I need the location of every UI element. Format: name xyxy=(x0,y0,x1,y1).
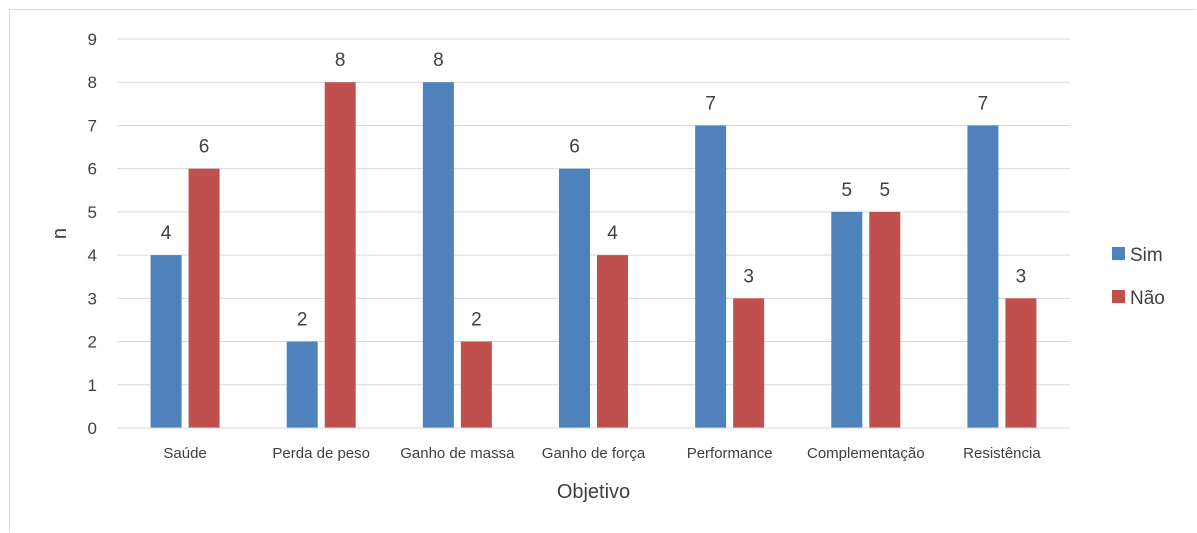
legend: Sim Não xyxy=(1112,245,1165,309)
bar xyxy=(967,125,999,428)
legend-swatch xyxy=(1112,247,1125,260)
y-tick-label: 5 xyxy=(88,203,97,222)
bar xyxy=(422,82,454,428)
legend-label: Não xyxy=(1130,288,1165,309)
bar xyxy=(559,168,590,428)
y-tick-label: 8 xyxy=(88,73,97,92)
legend-swatch xyxy=(1112,290,1125,303)
bar xyxy=(460,341,492,428)
y-tick-label: 6 xyxy=(88,160,97,179)
bar xyxy=(286,341,318,428)
x-tick-label: Perda de peso xyxy=(272,445,370,462)
chart-frame xyxy=(9,9,1196,532)
y-tick-label: 1 xyxy=(88,376,97,395)
data-labels: 4 6 2 8 8 2 6 4 7 3 5 5 7 3 xyxy=(161,50,1026,330)
bar xyxy=(695,125,727,428)
y-tick-label: 2 xyxy=(88,333,97,352)
x-tick-label: Complementação xyxy=(807,445,925,462)
data-label: 4 xyxy=(161,223,172,244)
data-label: 6 xyxy=(569,137,580,158)
data-label: 5 xyxy=(879,180,890,201)
x-axis-ticks: Saúde Perda de peso Ganho de massa Ganho de… xyxy=(163,445,1041,462)
y-axis-ticks: 0 1 2 3 4 5 6 7 8 9 xyxy=(88,30,97,438)
bar xyxy=(831,211,863,428)
x-tick-label: Ganho de massa xyxy=(400,445,515,462)
y-tick-label: 4 xyxy=(88,246,97,265)
data-label: 8 xyxy=(433,50,444,71)
y-tick-label: 3 xyxy=(88,289,97,308)
data-label: 6 xyxy=(199,137,210,158)
y-tick-label: 0 xyxy=(88,419,97,438)
data-label: 7 xyxy=(978,93,989,114)
y-tick-label: 7 xyxy=(88,116,97,135)
bar xyxy=(1005,298,1037,428)
y-tick-label: 9 xyxy=(88,30,97,49)
data-label: 4 xyxy=(607,223,618,244)
x-tick-label: Ganho de força xyxy=(542,445,646,462)
data-label: 3 xyxy=(743,266,754,287)
data-label: 5 xyxy=(841,180,852,201)
data-label: 7 xyxy=(705,93,716,114)
bar xyxy=(733,298,765,428)
bar xyxy=(150,255,182,428)
y-axis-title: n xyxy=(49,228,71,239)
bar xyxy=(324,82,356,428)
data-label: 2 xyxy=(297,310,308,331)
data-label: 3 xyxy=(1016,266,1027,287)
data-label: 2 xyxy=(471,310,482,331)
x-tick-label: Resistência xyxy=(963,445,1041,462)
bar xyxy=(188,168,220,428)
x-axis-title: Objetivo xyxy=(557,481,630,503)
bar xyxy=(597,255,628,428)
legend-label: Sim xyxy=(1130,245,1163,266)
x-tick-label: Saúde xyxy=(163,445,206,462)
x-tick-label: Performance xyxy=(687,445,773,462)
data-label: 8 xyxy=(335,50,346,71)
bars xyxy=(150,82,1037,428)
gridlines xyxy=(117,38,1070,386)
bar xyxy=(869,211,901,428)
